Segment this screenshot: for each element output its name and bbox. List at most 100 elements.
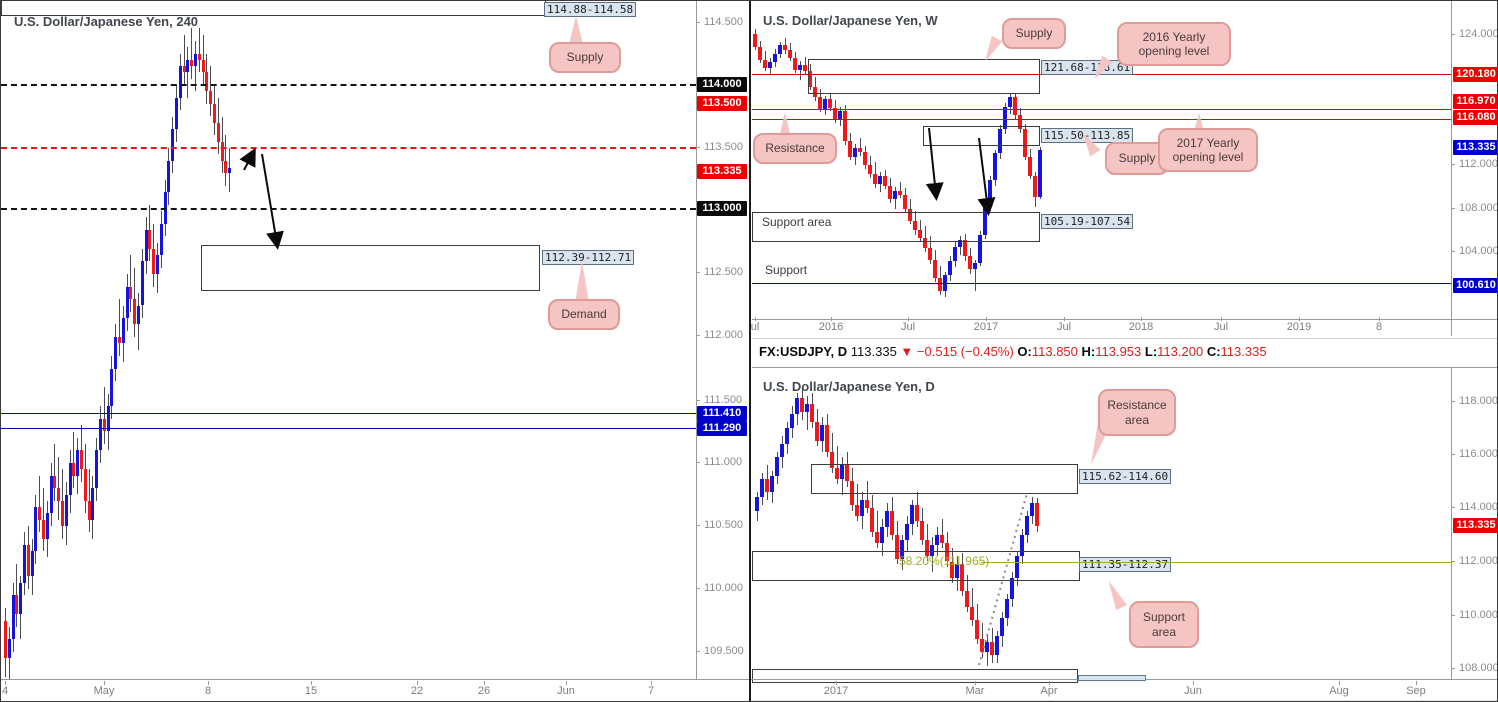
candle-wick xyxy=(807,395,808,431)
dashed-level-114[interactable] xyxy=(1,84,696,86)
candle xyxy=(833,107,837,120)
candle xyxy=(780,443,784,458)
y-axis-tick: 112.000 xyxy=(1459,555,1498,567)
candle xyxy=(930,545,934,557)
yearly-2017-balloon[interactable]: 2017 Yearly opening level xyxy=(1158,128,1258,172)
candle xyxy=(793,57,797,70)
blue-line-11129[interactable] xyxy=(1,428,696,429)
candle xyxy=(820,425,824,442)
candle xyxy=(813,87,817,97)
weekly-supply2-label[interactable]: 115.50-113.85 xyxy=(1041,128,1134,143)
candle xyxy=(1008,96,1012,107)
x-tick-mark xyxy=(1221,317,1222,321)
candle xyxy=(848,141,852,157)
weekly-supply1-label[interactable]: 121.68-118.61 xyxy=(1041,60,1134,75)
x-tick-mark xyxy=(1379,317,1380,321)
candle xyxy=(95,450,99,489)
x-tick-mark xyxy=(484,681,485,685)
y-axis-tick: 112.000 xyxy=(704,329,743,341)
y-axis-tick: 114.000 xyxy=(1459,501,1498,513)
candle xyxy=(945,542,949,562)
y-tick-mark xyxy=(696,588,700,589)
candle xyxy=(905,524,909,541)
y-tick-mark xyxy=(696,400,700,401)
candle xyxy=(83,469,87,501)
candle xyxy=(858,147,862,153)
candle xyxy=(34,507,38,552)
candle xyxy=(114,337,118,369)
status-low-label: L: xyxy=(1144,344,1158,359)
y-tick-mark xyxy=(1451,164,1455,165)
price-badge: 116.970 xyxy=(1453,94,1497,109)
red-level-116080[interactable] xyxy=(752,119,1451,120)
candle xyxy=(865,499,869,508)
candle xyxy=(815,422,819,442)
chart-plot-240[interactable] xyxy=(1,1,696,679)
status-high-label: H: xyxy=(1081,344,1096,359)
candle-wick xyxy=(877,510,878,549)
x-axis-tick: 15 xyxy=(304,685,318,697)
weekly-supply1-rect[interactable] xyxy=(808,59,1040,94)
candle xyxy=(1003,106,1007,130)
daily-bottom-zone-rect[interactable] xyxy=(752,669,1078,683)
fib-level-label[interactable]: 58.20%(111.965) xyxy=(899,554,990,568)
candle-wick xyxy=(130,255,132,312)
y-axis-tick: 111.000 xyxy=(704,456,743,468)
candle xyxy=(883,176,887,186)
candle xyxy=(121,318,125,344)
fib-level-line[interactable] xyxy=(981,562,1451,563)
candle xyxy=(118,337,121,344)
y-axis-border-daily xyxy=(1451,367,1452,679)
candle xyxy=(938,278,942,292)
candle xyxy=(760,478,764,498)
candle xyxy=(953,246,957,261)
yearly-2017-line[interactable] xyxy=(752,109,1451,110)
candle xyxy=(87,500,91,520)
chart-plot-weekly[interactable] xyxy=(752,1,1451,319)
y-axis-tick: 111.500 xyxy=(704,394,743,406)
weekly-supply1-balloon[interactable]: Supply xyxy=(1002,18,1066,49)
price-badge: 116.080 xyxy=(1453,110,1497,125)
weekly-supply2-rect[interactable] xyxy=(923,126,1040,146)
candle xyxy=(805,403,809,412)
weekly-support-rect[interactable] xyxy=(752,212,1040,242)
daily-resistance-label[interactable]: 115.62-114.60 xyxy=(1079,469,1172,484)
x-axis-tick: 4 xyxy=(1,685,9,697)
candle xyxy=(785,427,789,444)
y-tick-mark xyxy=(696,22,700,23)
status-symbol: FX:USDJPY, D xyxy=(759,344,848,359)
candle xyxy=(159,223,163,256)
demand-zone-rect-240[interactable] xyxy=(201,245,540,291)
supply-zone-label-240[interactable]: 114.88-114.58 xyxy=(544,2,637,17)
x-axis-tick: Jun xyxy=(1184,685,1202,697)
daily-support-balloon[interactable]: Support area xyxy=(1129,601,1199,648)
y-tick-mark xyxy=(1451,668,1455,669)
candle xyxy=(943,274,947,292)
daily-resistance-balloon[interactable]: Resistance area xyxy=(1098,389,1176,436)
weekly-resistance-balloon[interactable]: Resistance xyxy=(753,133,837,164)
candle xyxy=(129,286,133,300)
candle-wick xyxy=(867,481,868,514)
candle-wick xyxy=(202,34,204,85)
candle xyxy=(64,494,68,526)
support-line-100610[interactable] xyxy=(752,283,1451,284)
dashed-level-113[interactable] xyxy=(1,208,696,210)
candle xyxy=(137,305,140,325)
yearly-2016-balloon[interactable]: 2016 Yearly opening level xyxy=(1117,22,1231,66)
demand-balloon-240[interactable]: Demand xyxy=(548,299,620,330)
daily-resistance-rect[interactable] xyxy=(811,464,1078,494)
weekly-support-label[interactable]: 105.19-107.54 xyxy=(1041,214,1134,229)
y-axis-tick: 110.500 xyxy=(704,519,743,531)
y-axis-tick: 110.000 xyxy=(704,582,743,594)
price-badge: 111.410 xyxy=(697,406,747,421)
x-tick-mark xyxy=(986,317,987,321)
daily-bottom-zone-label-clipped[interactable] xyxy=(1078,675,1146,681)
blue-line-11141[interactable] xyxy=(1,413,696,414)
candle xyxy=(201,59,205,73)
daily-support-label[interactable]: 111.35-112.37 xyxy=(1079,557,1172,572)
supply-balloon-240[interactable]: Supply xyxy=(549,42,621,73)
candle xyxy=(955,564,959,578)
candle xyxy=(940,534,944,543)
dashed-red-level-1135[interactable] xyxy=(1,147,696,149)
y-axis-tick: 114.500 xyxy=(704,16,743,28)
